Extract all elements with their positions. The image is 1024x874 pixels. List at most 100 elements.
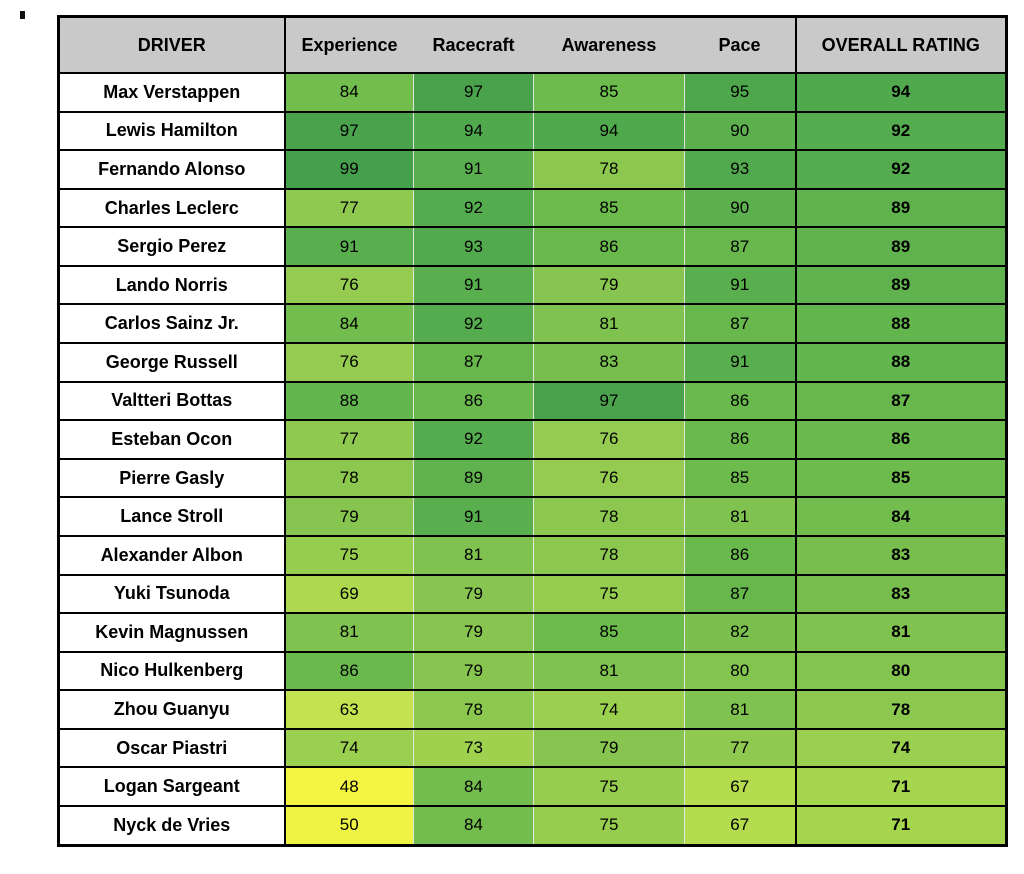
pace-rating-cell: 77	[684, 727, 796, 768]
racecraft-rating-cell: 84	[413, 804, 534, 846]
awareness-rating-cell: 85	[533, 612, 685, 652]
overall-rating-cell: 88	[794, 303, 1007, 344]
experience-rating-cell: 84	[283, 72, 414, 112]
overall-rating-cell: 89	[794, 264, 1007, 305]
racecraft-rating-cell: 97	[413, 72, 534, 112]
experience-rating-cell: 91	[283, 226, 414, 266]
table-row: Logan Sargeant 48 84 75 67 71	[58, 766, 1007, 806]
awareness-rating-cell: 83	[533, 342, 685, 382]
racecraft-rating-cell: 92	[413, 419, 534, 459]
racecraft-rating-cell: 94	[413, 110, 534, 151]
table-row: George Russell 76 87 83 91 88	[58, 342, 1007, 382]
racecraft-rating-cell: 91	[413, 264, 534, 305]
awareness-rating-cell: 75	[533, 766, 685, 806]
driver-name-cell: Nico Hulkenberg	[58, 650, 285, 691]
driver-name-cell: Sergio Perez	[58, 226, 285, 266]
driver-name-cell: Alexander Albon	[58, 534, 285, 575]
table-row: Fernando Alonso 99 91 78 93 92	[58, 149, 1007, 189]
pace-rating-cell: 87	[684, 573, 796, 614]
racecraft-rating-cell: 87	[413, 342, 534, 382]
pace-rating-cell: 91	[684, 342, 796, 382]
driver-name-cell: Lewis Hamilton	[58, 110, 285, 151]
table-row: Esteban Ocon 77 92 76 86 86	[58, 419, 1007, 459]
column-header-racecraft: Racecraft	[413, 16, 534, 74]
racecraft-rating-cell: 93	[413, 226, 534, 266]
driver-name-cell: Yuki Tsunoda	[58, 573, 285, 614]
table-row: Lance Stroll 79 91 78 81 84	[58, 496, 1007, 536]
racecraft-rating-cell: 79	[413, 650, 534, 691]
awareness-rating-cell: 85	[533, 187, 685, 228]
awareness-rating-cell: 85	[533, 72, 685, 112]
driver-name-cell: Max Verstappen	[58, 72, 285, 112]
overall-rating-cell: 84	[794, 496, 1007, 536]
overall-rating-cell: 89	[794, 187, 1007, 228]
experience-rating-cell: 84	[283, 303, 414, 344]
driver-name-cell: Pierre Gasly	[58, 457, 285, 498]
overall-rating-cell: 86	[794, 419, 1007, 459]
table-row: Alexander Albon 75 81 78 86 83	[58, 534, 1007, 575]
overall-rating-cell: 89	[794, 226, 1007, 266]
racecraft-rating-cell: 79	[413, 612, 534, 652]
overall-rating-cell: 92	[794, 149, 1007, 189]
pace-rating-cell: 81	[684, 496, 796, 536]
overall-rating-cell: 83	[794, 573, 1007, 614]
experience-rating-cell: 75	[283, 534, 414, 575]
racecraft-rating-cell: 92	[413, 187, 534, 228]
racecraft-rating-cell: 84	[413, 766, 534, 806]
driver-name-cell: Oscar Piastri	[58, 727, 285, 768]
awareness-rating-cell: 94	[533, 110, 685, 151]
awareness-rating-cell: 76	[533, 457, 685, 498]
table-row: Nico Hulkenberg 86 79 81 80 80	[58, 650, 1007, 691]
experience-rating-cell: 69	[283, 573, 414, 614]
racecraft-rating-cell: 81	[413, 534, 534, 575]
driver-name-cell: Logan Sargeant	[58, 766, 285, 806]
table-row: Charles Leclerc 77 92 85 90 89	[58, 187, 1007, 228]
driver-name-cell: Valtteri Bottas	[58, 380, 285, 421]
awareness-rating-cell: 74	[533, 689, 685, 729]
pace-rating-cell: 67	[684, 766, 796, 806]
column-header-awareness: Awareness	[533, 16, 685, 74]
table-header-row: DRIVER Experience Racecraft Awareness Pa…	[58, 16, 1007, 74]
pace-rating-cell: 80	[684, 650, 796, 691]
awareness-rating-cell: 76	[533, 419, 685, 459]
table-row: Oscar Piastri 74 73 79 77 74	[58, 727, 1007, 768]
awareness-rating-cell: 78	[533, 534, 685, 575]
driver-name-cell: Lance Stroll	[58, 496, 285, 536]
experience-rating-cell: 76	[283, 264, 414, 305]
table-row: Pierre Gasly 78 89 76 85 85	[58, 457, 1007, 498]
pace-rating-cell: 91	[684, 264, 796, 305]
awareness-rating-cell: 75	[533, 804, 685, 846]
racecraft-rating-cell: 86	[413, 380, 534, 421]
experience-rating-cell: 63	[283, 689, 414, 729]
table-row: Kevin Magnussen 81 79 85 82 81	[58, 612, 1007, 652]
table-row: Valtteri Bottas 88 86 97 86 87	[58, 380, 1007, 421]
awareness-rating-cell: 97	[533, 380, 685, 421]
table-row: Lewis Hamilton 97 94 94 90 92	[58, 110, 1007, 151]
table-row: Zhou Guanyu 63 78 74 81 78	[58, 689, 1007, 729]
experience-rating-cell: 81	[283, 612, 414, 652]
table-body: Max Verstappen 84 97 85 95 94 Lewis Hamilton 97…	[58, 72, 1007, 846]
driver-name-cell: Nyck de Vries	[58, 804, 285, 846]
overall-rating-cell: 88	[794, 342, 1007, 382]
racecraft-rating-cell: 73	[413, 727, 534, 768]
pace-rating-cell: 86	[684, 534, 796, 575]
column-header-driver: DRIVER	[58, 16, 285, 74]
racecraft-rating-cell: 92	[413, 303, 534, 344]
pace-rating-cell: 86	[684, 419, 796, 459]
driver-ratings-table: DRIVER Experience Racecraft Awareness Pa…	[57, 15, 1008, 847]
table-row: Nyck de Vries 50 84 75 67 71	[58, 804, 1007, 846]
experience-rating-cell: 86	[283, 650, 414, 691]
experience-rating-cell: 97	[283, 110, 414, 151]
awareness-rating-cell: 78	[533, 149, 685, 189]
experience-rating-cell: 74	[283, 727, 414, 768]
experience-rating-cell: 77	[283, 419, 414, 459]
pace-rating-cell: 81	[684, 689, 796, 729]
driver-name-cell: Lando Norris	[58, 264, 285, 305]
stray-mark	[20, 11, 25, 19]
racecraft-rating-cell: 89	[413, 457, 534, 498]
awareness-rating-cell: 75	[533, 573, 685, 614]
driver-name-cell: George Russell	[58, 342, 285, 382]
pace-rating-cell: 90	[684, 187, 796, 228]
racecraft-rating-cell: 91	[413, 149, 534, 189]
pace-rating-cell: 86	[684, 380, 796, 421]
